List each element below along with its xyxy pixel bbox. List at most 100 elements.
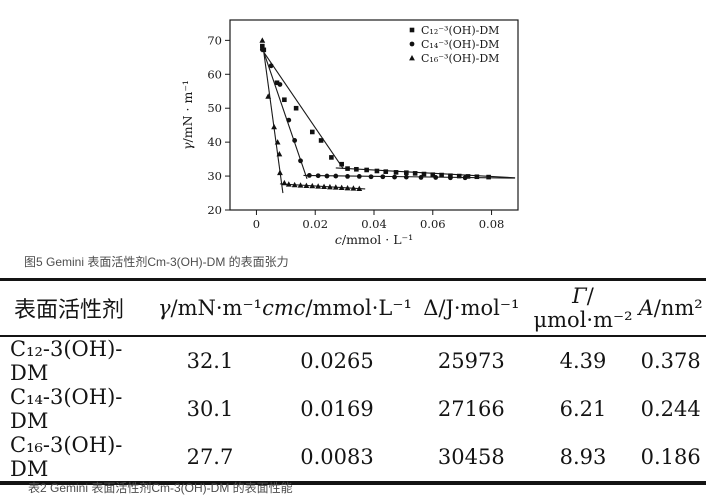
circle-marker: [268, 63, 274, 69]
circle-marker: [259, 47, 265, 52]
surfactant-name-cell: C₁₆-3(OH)-DM: [10, 433, 123, 481]
circle-marker: [298, 158, 303, 164]
square-marker: [364, 167, 369, 173]
circle-marker: [306, 172, 312, 178]
circle-marker: [315, 173, 321, 179]
square-marker: [260, 43, 265, 49]
fit-line: [263, 52, 308, 179]
value-cell: 0.0169: [300, 397, 374, 421]
legend-label: C₁₆⁻³(OH)-DM: [421, 52, 499, 65]
circle-marker: [409, 41, 415, 47]
header-unit-part: 表面活性剂: [14, 298, 125, 323]
surfactant-name-cell: C₁₂-3(OH)-DM: [10, 337, 123, 385]
legend-label: C₁₄⁻³(OH)-DM: [421, 38, 499, 51]
y-tick-label: 20: [207, 203, 222, 217]
circle-marker: [286, 117, 292, 123]
surface-performance-table: 表面活性剂 γ/mN·m⁻¹ cmc/mmol·L⁻¹ Δ/J·mol⁻¹ Γ/…: [0, 278, 706, 485]
triangle-marker: [344, 184, 351, 191]
triangle-marker: [303, 182, 310, 188]
triangle-marker: [274, 139, 281, 145]
square-marker: [339, 161, 344, 167]
square-marker: [329, 155, 334, 160]
y-tick-label: 50: [207, 101, 222, 115]
y-tick-label: 60: [207, 67, 222, 81]
value-cell: 0.244: [640, 397, 701, 421]
value-cell: 4.39: [559, 349, 607, 373]
header-italic-part: A: [638, 296, 654, 320]
square-marker: [374, 168, 380, 174]
table-row: C₁₂-3(OH)-DM 32.1 0.0265 25973 4.39 0.378: [0, 336, 706, 385]
fit-line: [303, 174, 516, 179]
x-axis-label: c/mmol · L⁻¹: [335, 232, 413, 247]
circle-marker: [368, 174, 374, 180]
header-italic-part: γ: [157, 296, 171, 320]
x-tick-label: 0.06: [420, 217, 446, 231]
square-marker: [486, 174, 491, 180]
circle-marker: [292, 138, 298, 143]
value-cell: 0.186: [640, 445, 701, 469]
triangle-marker: [350, 185, 357, 191]
value-cell: 30.1: [186, 397, 234, 421]
value-cell: 27166: [437, 397, 505, 421]
surface-tension-chart: 20 30 40 50 60 70 0 0.02 0.04 0.06 0.08 c/mmol · L⁻…: [180, 19, 519, 247]
value-cell: 32.1: [186, 349, 234, 373]
circle-marker: [433, 175, 439, 180]
square-marker: [409, 27, 415, 33]
x-tick-label: 0.02: [302, 217, 328, 231]
triangle-marker: [409, 55, 415, 61]
y-tick-label: 70: [207, 33, 222, 47]
square-marker: [474, 174, 480, 180]
triangle-marker: [271, 123, 277, 130]
circle-marker: [333, 173, 339, 179]
column-header-surfactant: 表面活性剂: [0, 279, 158, 337]
header-italic-part: cmc: [262, 296, 306, 320]
figure-5: 20 30 40 50 60 70 0 0.02 0.04 0.06 0.08 c/mmol · L⁻…: [178, 6, 530, 253]
square-marker: [439, 172, 444, 178]
table-row: C₁₆-3(OH)-DM 27.7 0.0083 30458 8.93 0.186: [0, 433, 706, 483]
square-marker: [354, 166, 359, 172]
value-cell: 6.21: [559, 397, 607, 421]
circle-marker: [277, 82, 283, 87]
circle-marker: [345, 174, 350, 179]
table-body: C₁₂-3(OH)-DM 32.1 0.0265 25973 4.39 0.378 C₁₄-…: [0, 336, 706, 483]
triangle-marker: [321, 183, 327, 189]
square-marker: [456, 173, 462, 179]
header-unit-part: /nm²: [653, 296, 703, 320]
fit-line: [263, 51, 344, 169]
column-header-area: A/nm²: [635, 279, 706, 337]
triangle-marker: [281, 179, 288, 186]
square-marker: [293, 105, 299, 111]
series-square: [260, 43, 516, 180]
square-marker: [274, 80, 280, 86]
circle-marker: [462, 175, 468, 181]
square-marker: [318, 138, 324, 143]
y-axis-label: γ/mN · m⁻¹: [180, 80, 195, 150]
column-header-gamma: γ/mN·m⁻¹: [157, 279, 262, 337]
column-header-cmc: cmc/mmol·L⁻¹: [261, 279, 412, 337]
circle-marker: [380, 174, 386, 180]
triangle-marker: [259, 37, 266, 43]
triangle-marker: [327, 183, 333, 190]
square-marker: [309, 129, 315, 135]
square-marker: [393, 170, 399, 175]
circle-marker: [448, 175, 453, 181]
series-circle: [259, 47, 516, 181]
series-triangle: [259, 37, 366, 194]
circle-marker: [356, 174, 362, 179]
square-marker: [345, 166, 350, 171]
value-cell: 0.0265: [300, 349, 374, 373]
square-marker: [430, 172, 436, 178]
triangle-marker: [297, 182, 304, 188]
circle-marker: [324, 173, 330, 179]
table-header-row: 表面活性剂 γ/mN·m⁻¹ cmc/mmol·L⁻¹ Δ/J·mol⁻¹ Γ/…: [0, 279, 706, 337]
column-header-delta: Δ/J·mol⁻¹: [411, 279, 531, 337]
triangle-marker: [332, 184, 339, 190]
circle-marker: [392, 174, 397, 180]
value-cell: 25973: [437, 349, 505, 373]
x-tick-label: 0.04: [361, 217, 387, 231]
table-caption: 表2 Gemini 表面活性剂Cm-3(OH)-DM 的表面性能: [28, 481, 293, 495]
triangle-marker: [315, 183, 322, 189]
y-tick-label: 30: [207, 169, 222, 183]
